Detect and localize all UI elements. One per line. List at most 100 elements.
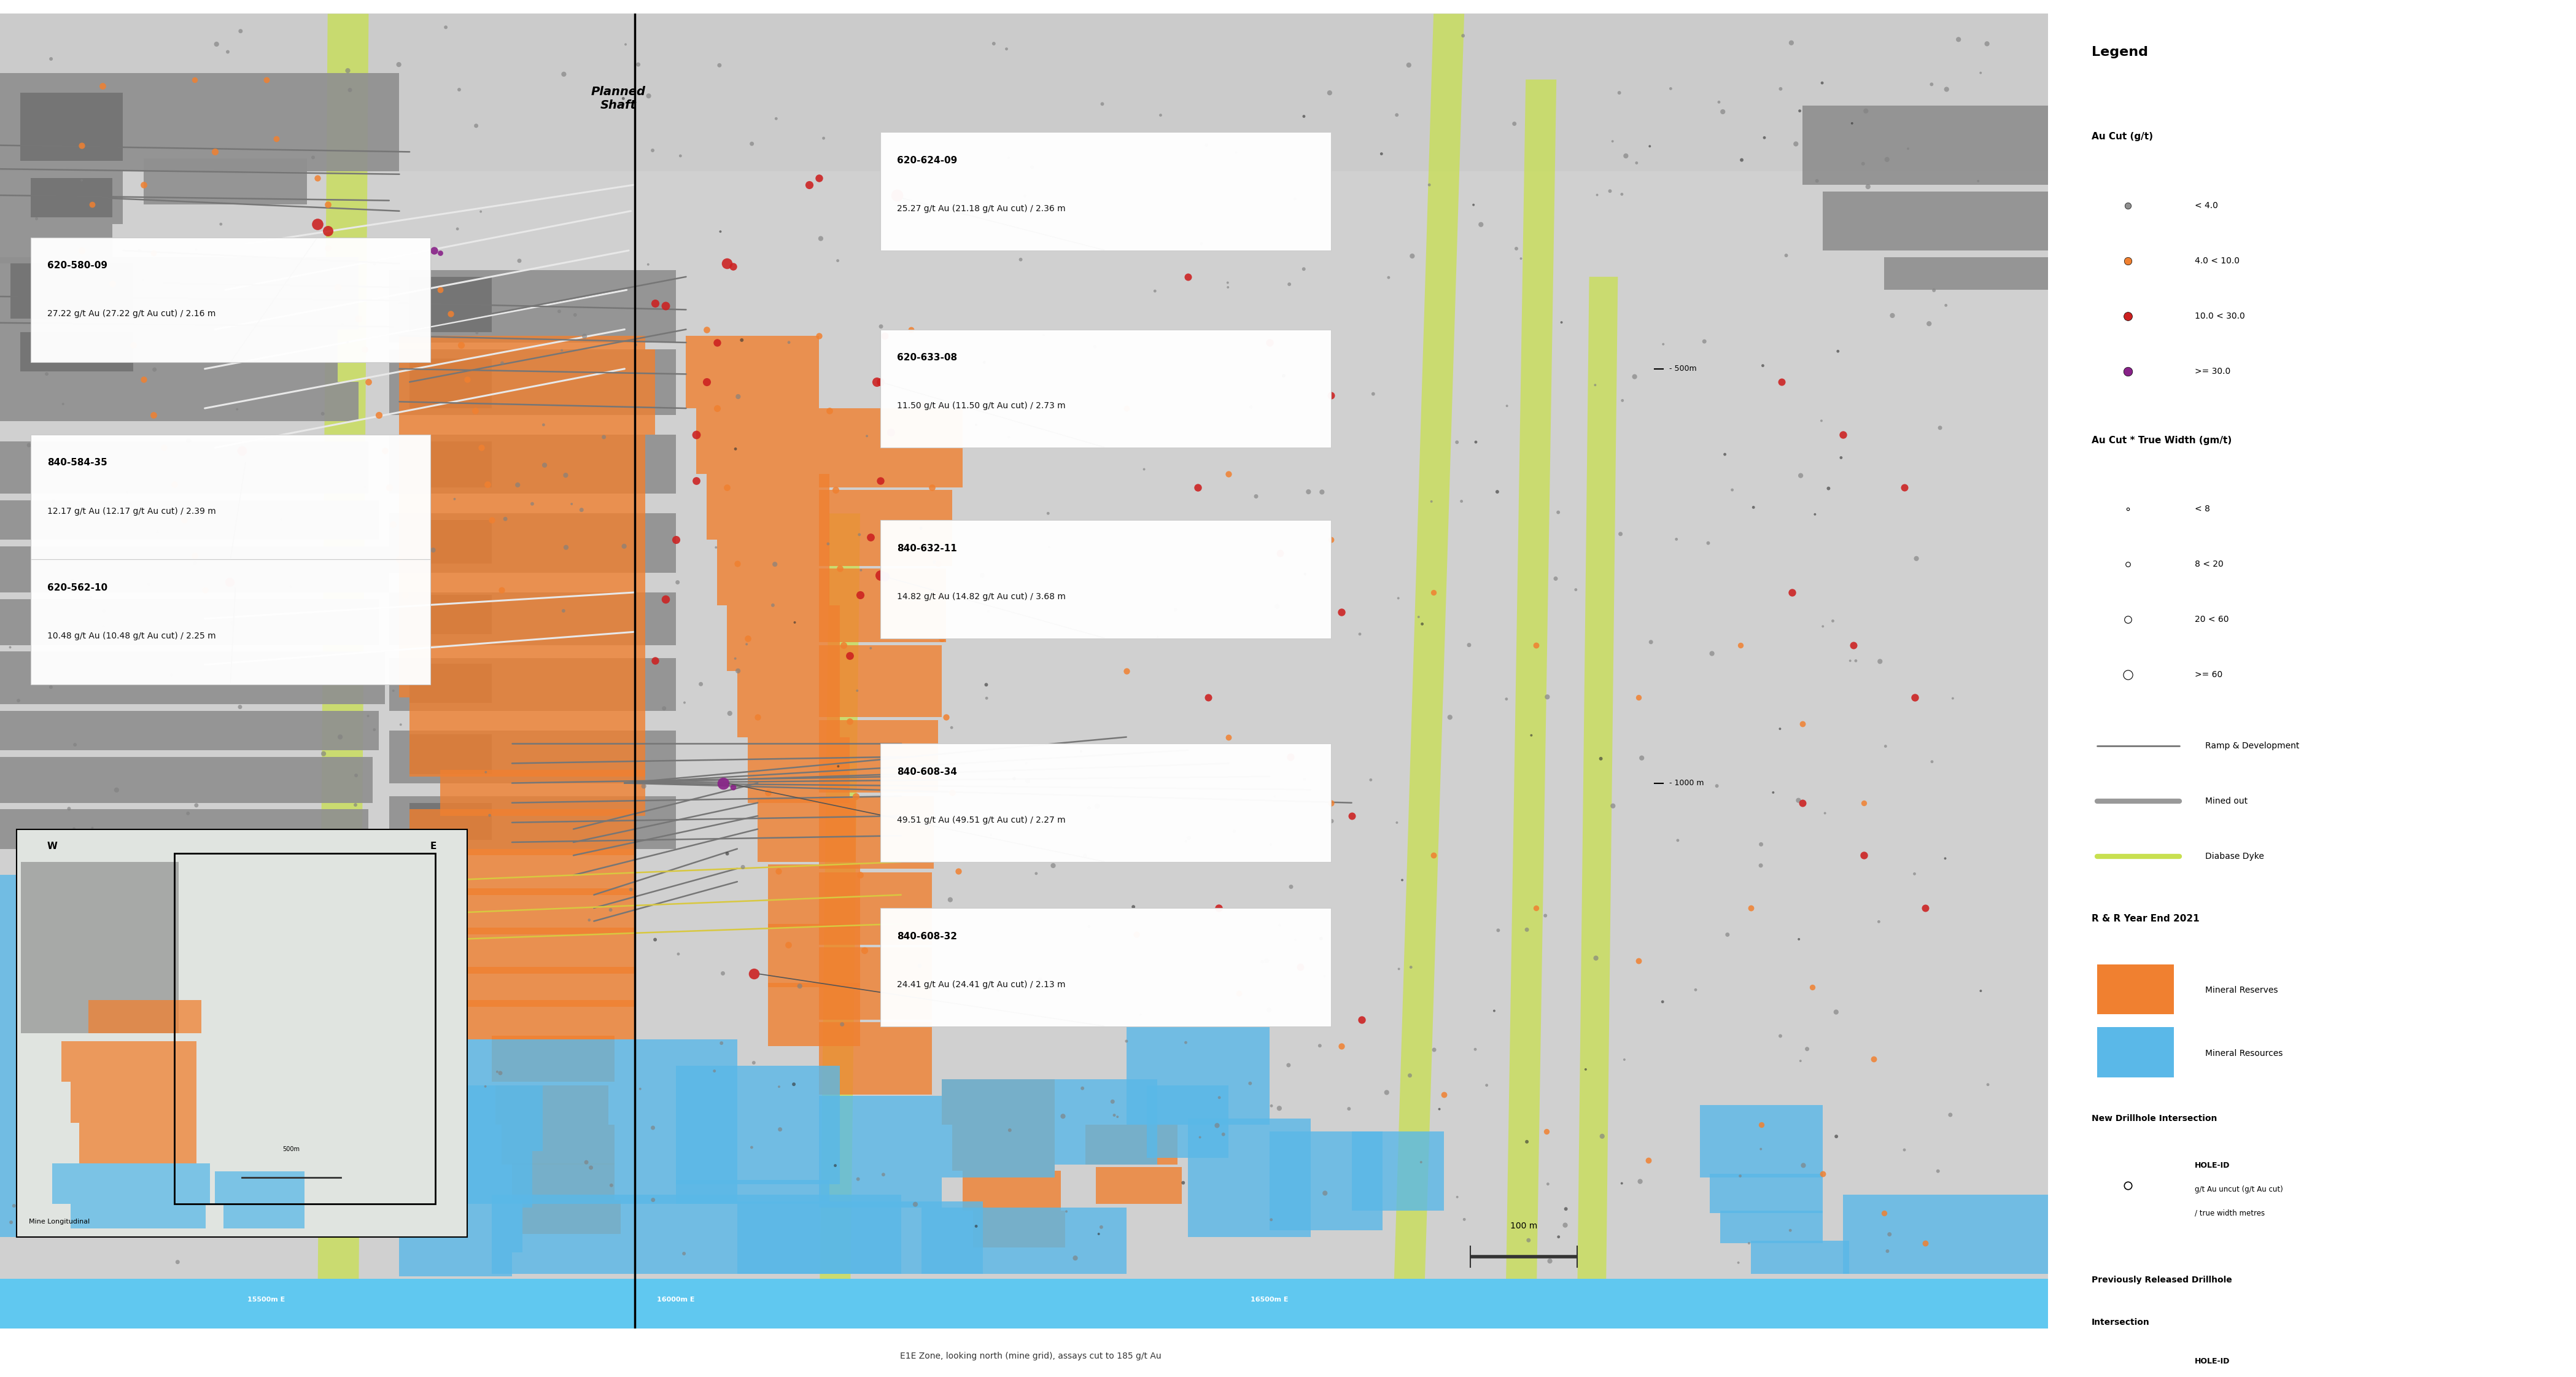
Point <box>1260 914 1301 936</box>
Point <box>644 697 685 719</box>
Point <box>384 584 425 606</box>
Point <box>1069 916 1110 938</box>
Bar <box>410 1040 737 1203</box>
Point <box>685 370 726 392</box>
Point <box>1437 431 1479 453</box>
Point <box>1252 1095 1293 1117</box>
Bar <box>0 224 113 263</box>
Text: Au Cut (g/t): Au Cut (g/t) <box>2092 132 2154 140</box>
Point <box>95 779 137 801</box>
Bar <box>144 158 307 204</box>
Point <box>1321 602 1363 624</box>
Point <box>62 169 103 191</box>
Point <box>296 213 337 235</box>
Point <box>1515 896 1556 918</box>
Point <box>994 767 1036 789</box>
Point <box>175 69 216 91</box>
Point <box>1708 924 1749 946</box>
Point <box>1208 726 1249 748</box>
Point <box>1535 567 1577 589</box>
Point <box>1965 33 2007 55</box>
Point <box>1028 536 1069 558</box>
Point <box>1911 73 1953 95</box>
Point <box>1628 1150 1669 1172</box>
Bar <box>0 14 2048 172</box>
Point <box>1515 633 1556 655</box>
Point <box>175 544 216 566</box>
Point <box>1033 855 1074 877</box>
Point <box>41 392 82 414</box>
Polygon shape <box>819 514 860 1329</box>
Point <box>1914 280 1955 302</box>
Point <box>363 439 404 461</box>
Point <box>1860 650 1901 672</box>
Point <box>933 781 974 803</box>
Bar <box>21 968 178 1000</box>
Point <box>28 963 70 985</box>
Point <box>1466 1074 1507 1096</box>
Point <box>938 861 979 883</box>
Point <box>1592 131 1633 153</box>
Bar <box>0 954 77 1013</box>
Point <box>860 470 902 492</box>
Point <box>1376 103 1417 125</box>
Point <box>1195 1114 1236 1136</box>
Point <box>1556 578 1597 600</box>
Point <box>31 676 72 698</box>
Point <box>1249 1209 1291 1231</box>
Text: Mined out: Mined out <box>2205 797 2246 806</box>
Bar <box>768 924 860 987</box>
Bar <box>1700 1106 1824 1177</box>
Point <box>1777 928 1819 950</box>
Point <box>1352 383 1394 405</box>
Point <box>1618 950 1659 972</box>
Point <box>1321 1036 1363 1058</box>
Point <box>721 856 762 879</box>
Text: Au Cut * True Width (gm/t): Au Cut * True Width (gm/t) <box>2092 435 2231 445</box>
Point <box>304 742 345 764</box>
Point <box>345 339 386 361</box>
Point <box>1909 313 1950 335</box>
Point <box>850 526 891 548</box>
Point <box>134 358 175 380</box>
Point <box>453 399 495 421</box>
Text: 840-632-11: 840-632-11 <box>896 544 958 554</box>
Point <box>1376 811 1417 833</box>
Point <box>1105 1030 1146 1052</box>
Point <box>829 644 871 666</box>
Point <box>72 1120 113 1142</box>
Bar <box>399 435 644 698</box>
Point <box>1803 803 1844 825</box>
Point <box>703 963 744 985</box>
Point <box>2107 361 2148 383</box>
Point <box>1530 1250 1571 1272</box>
Point <box>1015 862 1056 884</box>
Point <box>1929 1104 1971 1126</box>
Point <box>1793 976 1834 998</box>
Bar <box>502 1125 613 1165</box>
Point <box>855 370 896 392</box>
Point <box>1311 810 1352 832</box>
Point <box>1937 29 1978 51</box>
Point <box>1180 233 1221 255</box>
Bar <box>1146 1085 1229 1158</box>
Bar <box>675 1066 840 1184</box>
Bar <box>0 441 368 494</box>
Point <box>860 315 902 337</box>
Point <box>840 865 881 887</box>
Point <box>1007 770 1048 792</box>
Point <box>2107 664 2148 686</box>
Point <box>930 716 971 738</box>
Bar <box>1084 1125 1177 1165</box>
Point <box>1832 633 1873 655</box>
Point <box>1329 1097 1370 1120</box>
Bar <box>495 1085 608 1125</box>
Point <box>1247 950 1288 972</box>
Point <box>840 523 881 545</box>
Point <box>54 818 95 840</box>
Point <box>41 861 82 883</box>
Point <box>634 928 675 950</box>
Point <box>963 351 1005 373</box>
Point <box>989 427 1030 449</box>
Point <box>582 425 623 448</box>
